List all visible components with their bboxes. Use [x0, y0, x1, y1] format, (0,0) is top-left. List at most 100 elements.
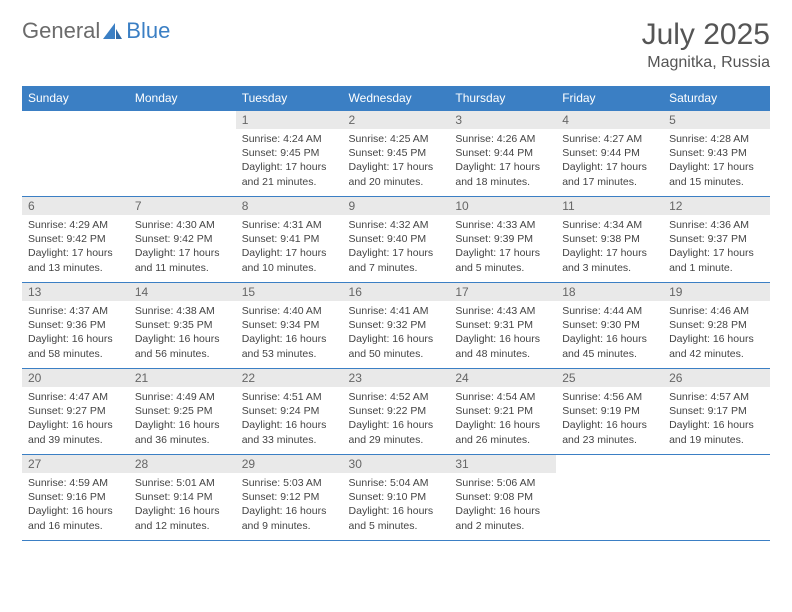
day-number: 20 [22, 369, 129, 387]
calendar-week-row: 20Sunrise: 4:47 AMSunset: 9:27 PMDayligh… [22, 369, 770, 455]
day-details: Sunrise: 4:56 AMSunset: 9:19 PMDaylight:… [556, 387, 663, 451]
day-number: 31 [449, 455, 556, 473]
day-details: Sunrise: 4:34 AMSunset: 9:38 PMDaylight:… [556, 215, 663, 279]
calendar-body: 1Sunrise: 4:24 AMSunset: 9:45 PMDaylight… [22, 111, 770, 541]
day-details: Sunrise: 5:04 AMSunset: 9:10 PMDaylight:… [343, 473, 450, 537]
title-block: July 2025 Magnitka, Russia [642, 18, 770, 72]
day-details: Sunrise: 4:29 AMSunset: 9:42 PMDaylight:… [22, 215, 129, 279]
calendar-cell [556, 455, 663, 541]
calendar-cell: 15Sunrise: 4:40 AMSunset: 9:34 PMDayligh… [236, 283, 343, 369]
day-number: 23 [343, 369, 450, 387]
calendar-cell: 18Sunrise: 4:44 AMSunset: 9:30 PMDayligh… [556, 283, 663, 369]
calendar-cell: 19Sunrise: 4:46 AMSunset: 9:28 PMDayligh… [663, 283, 770, 369]
day-number: 4 [556, 111, 663, 129]
logo-text-2: Blue [126, 18, 170, 44]
day-details: Sunrise: 5:03 AMSunset: 9:12 PMDaylight:… [236, 473, 343, 537]
day-details: Sunrise: 4:46 AMSunset: 9:28 PMDaylight:… [663, 301, 770, 365]
calendar-cell: 12Sunrise: 4:36 AMSunset: 9:37 PMDayligh… [663, 197, 770, 283]
calendar-cell: 31Sunrise: 5:06 AMSunset: 9:08 PMDayligh… [449, 455, 556, 541]
weekday-header: Wednesday [343, 86, 450, 111]
calendar-cell: 26Sunrise: 4:57 AMSunset: 9:17 PMDayligh… [663, 369, 770, 455]
weekday-header: Sunday [22, 86, 129, 111]
day-number: 29 [236, 455, 343, 473]
day-details: Sunrise: 4:44 AMSunset: 9:30 PMDaylight:… [556, 301, 663, 365]
calendar-cell: 17Sunrise: 4:43 AMSunset: 9:31 PMDayligh… [449, 283, 556, 369]
day-details: Sunrise: 4:49 AMSunset: 9:25 PMDaylight:… [129, 387, 236, 451]
day-details: Sunrise: 4:47 AMSunset: 9:27 PMDaylight:… [22, 387, 129, 451]
day-details: Sunrise: 4:37 AMSunset: 9:36 PMDaylight:… [22, 301, 129, 365]
day-number: 7 [129, 197, 236, 215]
day-details: Sunrise: 4:31 AMSunset: 9:41 PMDaylight:… [236, 215, 343, 279]
day-number: 2 [343, 111, 450, 129]
day-details: Sunrise: 4:28 AMSunset: 9:43 PMDaylight:… [663, 129, 770, 193]
weekday-header: Saturday [663, 86, 770, 111]
day-details: Sunrise: 4:43 AMSunset: 9:31 PMDaylight:… [449, 301, 556, 365]
day-details: Sunrise: 4:40 AMSunset: 9:34 PMDaylight:… [236, 301, 343, 365]
day-details: Sunrise: 4:25 AMSunset: 9:45 PMDaylight:… [343, 129, 450, 193]
day-details: Sunrise: 4:32 AMSunset: 9:40 PMDaylight:… [343, 215, 450, 279]
calendar-cell: 7Sunrise: 4:30 AMSunset: 9:42 PMDaylight… [129, 197, 236, 283]
calendar-cell: 9Sunrise: 4:32 AMSunset: 9:40 PMDaylight… [343, 197, 450, 283]
calendar-cell [22, 111, 129, 197]
day-number: 1 [236, 111, 343, 129]
weekday-header: Tuesday [236, 86, 343, 111]
day-details: Sunrise: 5:01 AMSunset: 9:14 PMDaylight:… [129, 473, 236, 537]
calendar-week-row: 13Sunrise: 4:37 AMSunset: 9:36 PMDayligh… [22, 283, 770, 369]
location-text: Magnitka, Russia [642, 54, 770, 72]
day-details: Sunrise: 4:26 AMSunset: 9:44 PMDaylight:… [449, 129, 556, 193]
weekday-header: Friday [556, 86, 663, 111]
day-number: 18 [556, 283, 663, 301]
day-details: Sunrise: 4:24 AMSunset: 9:45 PMDaylight:… [236, 129, 343, 193]
day-details: Sunrise: 4:52 AMSunset: 9:22 PMDaylight:… [343, 387, 450, 451]
day-number: 21 [129, 369, 236, 387]
day-details: Sunrise: 4:51 AMSunset: 9:24 PMDaylight:… [236, 387, 343, 451]
calendar-week-row: 6Sunrise: 4:29 AMSunset: 9:42 PMDaylight… [22, 197, 770, 283]
calendar-cell: 30Sunrise: 5:04 AMSunset: 9:10 PMDayligh… [343, 455, 450, 541]
day-details: Sunrise: 4:41 AMSunset: 9:32 PMDaylight:… [343, 301, 450, 365]
calendar-cell: 25Sunrise: 4:56 AMSunset: 9:19 PMDayligh… [556, 369, 663, 455]
calendar-week-row: 1Sunrise: 4:24 AMSunset: 9:45 PMDaylight… [22, 111, 770, 197]
calendar-week-row: 27Sunrise: 4:59 AMSunset: 9:16 PMDayligh… [22, 455, 770, 541]
calendar-cell: 16Sunrise: 4:41 AMSunset: 9:32 PMDayligh… [343, 283, 450, 369]
day-details: Sunrise: 5:06 AMSunset: 9:08 PMDaylight:… [449, 473, 556, 537]
calendar-cell: 22Sunrise: 4:51 AMSunset: 9:24 PMDayligh… [236, 369, 343, 455]
day-number: 8 [236, 197, 343, 215]
day-details: Sunrise: 4:38 AMSunset: 9:35 PMDaylight:… [129, 301, 236, 365]
calendar-cell: 11Sunrise: 4:34 AMSunset: 9:38 PMDayligh… [556, 197, 663, 283]
day-number: 27 [22, 455, 129, 473]
calendar-cell: 27Sunrise: 4:59 AMSunset: 9:16 PMDayligh… [22, 455, 129, 541]
calendar-cell [129, 111, 236, 197]
calendar-table: SundayMondayTuesdayWednesdayThursdayFrid… [22, 86, 770, 541]
day-number: 25 [556, 369, 663, 387]
calendar-cell: 10Sunrise: 4:33 AMSunset: 9:39 PMDayligh… [449, 197, 556, 283]
day-number: 12 [663, 197, 770, 215]
calendar-cell: 6Sunrise: 4:29 AMSunset: 9:42 PMDaylight… [22, 197, 129, 283]
day-number: 30 [343, 455, 450, 473]
day-number: 5 [663, 111, 770, 129]
calendar-cell: 20Sunrise: 4:47 AMSunset: 9:27 PMDayligh… [22, 369, 129, 455]
calendar-cell: 5Sunrise: 4:28 AMSunset: 9:43 PMDaylight… [663, 111, 770, 197]
day-details: Sunrise: 4:36 AMSunset: 9:37 PMDaylight:… [663, 215, 770, 279]
day-number: 15 [236, 283, 343, 301]
weekday-header: Thursday [449, 86, 556, 111]
calendar-cell [663, 455, 770, 541]
calendar-cell: 24Sunrise: 4:54 AMSunset: 9:21 PMDayligh… [449, 369, 556, 455]
day-details: Sunrise: 4:54 AMSunset: 9:21 PMDaylight:… [449, 387, 556, 451]
header: General Blue July 2025 Magnitka, Russia [22, 18, 770, 72]
calendar-cell: 23Sunrise: 4:52 AMSunset: 9:22 PMDayligh… [343, 369, 450, 455]
day-number: 28 [129, 455, 236, 473]
day-number: 24 [449, 369, 556, 387]
day-details: Sunrise: 4:30 AMSunset: 9:42 PMDaylight:… [129, 215, 236, 279]
day-details: Sunrise: 4:59 AMSunset: 9:16 PMDaylight:… [22, 473, 129, 537]
calendar-cell: 21Sunrise: 4:49 AMSunset: 9:25 PMDayligh… [129, 369, 236, 455]
day-number: 6 [22, 197, 129, 215]
day-details: Sunrise: 4:27 AMSunset: 9:44 PMDaylight:… [556, 129, 663, 193]
calendar-cell: 28Sunrise: 5:01 AMSunset: 9:14 PMDayligh… [129, 455, 236, 541]
day-number: 13 [22, 283, 129, 301]
day-number: 10 [449, 197, 556, 215]
calendar-cell: 8Sunrise: 4:31 AMSunset: 9:41 PMDaylight… [236, 197, 343, 283]
weekday-header: Monday [129, 86, 236, 111]
day-number: 11 [556, 197, 663, 215]
calendar-cell: 14Sunrise: 4:38 AMSunset: 9:35 PMDayligh… [129, 283, 236, 369]
logo-text-1: General [22, 18, 100, 44]
